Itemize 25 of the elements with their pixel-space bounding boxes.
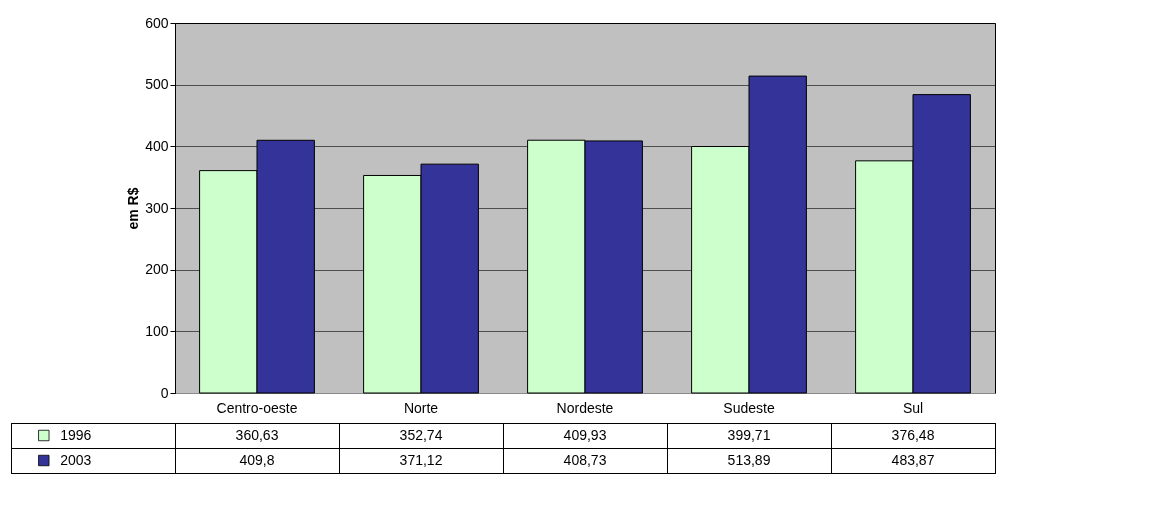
y-tick-label: 0 [160, 384, 169, 401]
data-label: 399,71 [727, 426, 771, 443]
y-tick-label: 500 [145, 76, 169, 93]
legend-label: 1996 [60, 426, 92, 443]
data-label: 352,74 [399, 426, 443, 443]
data-label: 376,48 [891, 426, 935, 443]
data-label: 360,63 [235, 426, 279, 443]
data-label: 408,73 [563, 451, 607, 468]
y-tick-label: 600 [145, 14, 169, 31]
y-tick-label: 300 [145, 199, 169, 216]
legend-label: 2003 [60, 451, 92, 468]
x-tick-label: Norte [403, 399, 439, 416]
y-tick-label: 200 [145, 261, 169, 278]
y-tick-label: 100 [145, 322, 169, 339]
x-tick-label: Sul [902, 399, 924, 416]
x-tick-label: Sudeste [723, 399, 775, 416]
data-label: 409,93 [563, 426, 607, 443]
data-label: 409,8 [239, 451, 275, 468]
x-tick-label: Nordeste [556, 399, 614, 416]
data-label: 483,87 [891, 451, 935, 468]
y-tick-label: 400 [145, 137, 169, 154]
data-label: 371,12 [399, 451, 443, 468]
x-tick-label: Centro-oeste [216, 399, 298, 416]
y-axis-title: em R$ [125, 187, 142, 230]
data-label: 513,89 [727, 451, 771, 468]
